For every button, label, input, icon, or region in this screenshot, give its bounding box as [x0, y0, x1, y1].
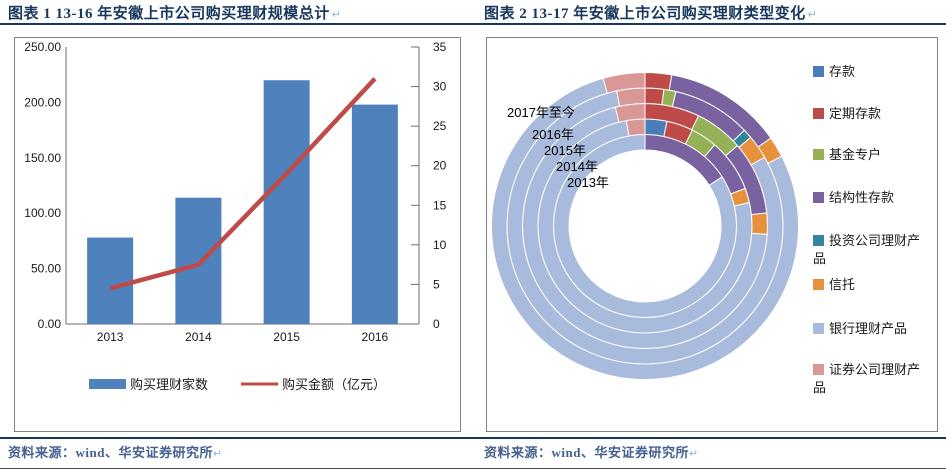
legend-item: 结构性存款 — [813, 189, 929, 207]
bar-2013-16 — [87, 237, 134, 324]
legend-swatch-icon — [813, 192, 824, 203]
title-underline-rule — [0, 23, 946, 25]
donut-segment — [644, 71, 673, 91]
left-axis-tick-label: 250.00 — [24, 40, 61, 54]
legend-item: 存款 — [813, 63, 929, 81]
legend-swatch-icon — [813, 235, 824, 246]
figure2-title: 图表 2 13-17 年安徽上市公司购买理财类型变化 ↵ — [484, 2, 817, 22]
x-axis-category-label: 2015 — [273, 330, 300, 344]
bar-2013-16 — [351, 104, 398, 324]
legend-label: 定期存款 — [829, 106, 882, 121]
paragraph-return-icon: ↵ — [212, 448, 223, 460]
left-axis-tick-label: 150.00 — [24, 151, 61, 165]
ring-year-label: 2017年至今 — [507, 105, 575, 120]
ring-year-label: 2013年 — [567, 175, 609, 190]
figure1-chart-frame: 0.00 50.00 100.00 150.00 200.00 250.00 0 5 10 15 2… — [14, 37, 461, 432]
legend-item: 定期存款 — [813, 105, 929, 123]
right-axis-tick-label: 20 — [433, 159, 447, 173]
source-text: 资料来源：wind、华安证券研究所 — [8, 445, 213, 460]
figure2-title-text: 图表 2 13-17 年安徽上市公司购买理财类型变化 — [484, 6, 806, 22]
ring-year-label: 2016年 — [532, 127, 574, 142]
legend-item: 信托 — [813, 276, 929, 294]
legend-swatch-icon — [813, 323, 824, 334]
right-axis-tick-label: 30 — [433, 80, 447, 94]
legend-bar-label: 购买理财家数 — [130, 377, 208, 392]
legend-swatch-icon — [813, 149, 824, 160]
legend-item: 投资公司理财产品 — [813, 232, 929, 267]
legend-swatch-icon — [813, 279, 824, 290]
donut-segment — [625, 118, 646, 137]
figure1-title-text: 图表 1 13-16 年安徽上市公司购买理财规模总计 — [8, 6, 330, 22]
right-axis-tick-label: 15 — [433, 198, 447, 212]
bar-line-chart: 0.00 50.00 100.00 150.00 200.00 250.00 0 5 10 15 2… — [24, 40, 447, 392]
legend-item: 基金专户 — [813, 146, 929, 164]
legend-line-label: 购买金额（亿元） — [282, 377, 386, 392]
paragraph-return-icon: ↵ — [807, 9, 818, 21]
paragraph-return-icon: ↵ — [688, 448, 699, 460]
paragraph-return-icon: ↵ — [331, 9, 342, 21]
figure-bottom-rule — [0, 437, 946, 439]
legend-swatch-icon — [813, 108, 824, 119]
figure2-source: 资料来源：wind、华安证券研究所↵ — [484, 442, 699, 461]
ring-year-label: 2015年 — [544, 143, 586, 158]
legend-label: 信托 — [829, 277, 856, 292]
legend-bar-swatch — [89, 379, 126, 389]
left-axis-tick-label: 0.00 — [38, 317, 62, 331]
right-axis-tick-label: 5 — [433, 277, 440, 291]
donut-segment — [644, 118, 668, 138]
right-axis-tick-label: 35 — [433, 40, 447, 54]
donut-segment — [602, 71, 646, 94]
bar-2013-16 — [263, 80, 310, 324]
left-axis-tick-label: 100.00 — [24, 206, 61, 220]
ring-year-label: 2014年 — [556, 159, 598, 174]
bar-2013-16 — [175, 197, 222, 324]
figure1-title: 图表 1 13-16 年安徽上市公司购买理财规模总计 ↵ — [8, 2, 341, 22]
x-axis-category-label: 2013 — [97, 330, 124, 344]
page-bottom-rule — [0, 468, 946, 469]
figure1-source: 资料来源：wind、华安证券研究所↵ — [8, 442, 223, 461]
figure2-chart-frame: 2017年至今 2016年 2015年 2014年 2013年 存款定期存款基金专户结构… — [486, 37, 938, 432]
donut-segment — [750, 212, 768, 235]
legend-label: 银行理财产品 — [829, 321, 908, 336]
legend-item: 证券公司理财产品 — [813, 361, 929, 396]
legend-label: 存款 — [829, 64, 856, 79]
multi-ring-donut-chart — [491, 71, 800, 380]
right-axis-tick-label: 10 — [433, 238, 447, 252]
source-text: 资料来源：wind、华安证券研究所 — [484, 445, 689, 460]
x-axis-category-label: 2014 — [185, 330, 212, 344]
donut-segment — [615, 87, 646, 107]
legend-label: 结构性存款 — [829, 190, 895, 205]
legend-swatch-icon — [813, 66, 824, 77]
donut-segment — [644, 87, 665, 106]
right-axis-tick-label: 0 — [433, 317, 440, 331]
right-axis-tick-label: 25 — [433, 119, 447, 133]
legend-label: 基金专户 — [829, 147, 882, 162]
left-axis-tick-label: 50.00 — [31, 262, 61, 276]
legend-item: 银行理财产品 — [813, 320, 929, 338]
legend-label: 投资公司理财产品 — [813, 233, 921, 266]
amount-line — [109, 77, 377, 291]
legend-label: 证券公司理财产品 — [813, 362, 921, 395]
x-axis-category-label: 2016 — [362, 330, 389, 344]
legend-swatch-icon — [813, 364, 824, 375]
left-axis-tick-label: 200.00 — [24, 95, 61, 109]
